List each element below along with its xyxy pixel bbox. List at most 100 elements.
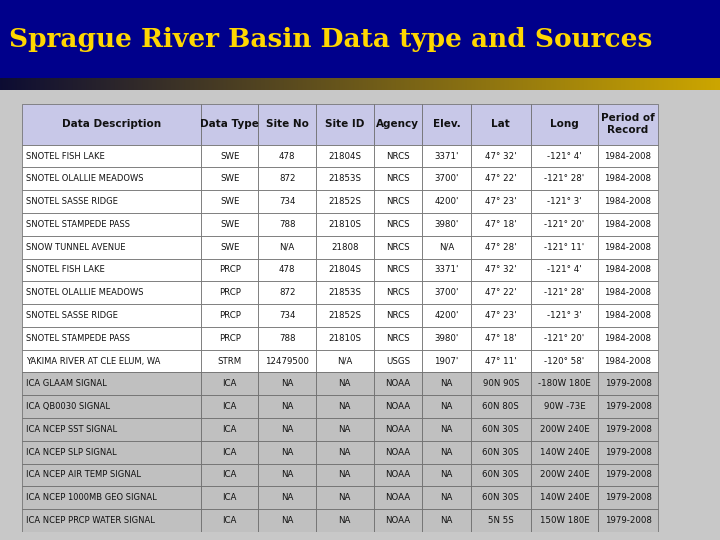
Text: NA: NA xyxy=(441,379,453,388)
Text: -121° 28': -121° 28' xyxy=(544,174,585,184)
Text: NOAA: NOAA xyxy=(385,379,410,388)
Bar xyxy=(316,281,374,304)
Bar xyxy=(531,441,598,463)
Text: NA: NA xyxy=(441,425,453,434)
Text: NA: NA xyxy=(338,425,351,434)
Bar xyxy=(22,167,201,190)
Bar xyxy=(422,373,471,395)
Bar xyxy=(374,350,422,373)
Text: NRCS: NRCS xyxy=(386,288,410,297)
Bar xyxy=(598,395,658,418)
Bar xyxy=(374,327,422,350)
Text: -121° 4': -121° 4' xyxy=(547,152,582,160)
Bar xyxy=(258,213,316,236)
Text: NA: NA xyxy=(281,425,294,434)
Bar xyxy=(201,104,258,145)
Bar xyxy=(201,350,258,373)
Text: 872: 872 xyxy=(279,288,295,297)
Bar xyxy=(531,304,598,327)
Bar xyxy=(316,104,374,145)
Bar xyxy=(471,167,531,190)
Bar xyxy=(201,418,258,441)
Bar xyxy=(201,236,258,259)
Bar xyxy=(258,418,316,441)
Text: Site No: Site No xyxy=(266,119,309,129)
Bar xyxy=(374,281,422,304)
Bar xyxy=(598,327,658,350)
Text: SNOTEL SASSE RIDGE: SNOTEL SASSE RIDGE xyxy=(27,311,118,320)
Text: 478: 478 xyxy=(279,266,295,274)
Bar xyxy=(471,304,531,327)
Bar xyxy=(598,463,658,487)
Text: 60N 80S: 60N 80S xyxy=(482,402,519,411)
Text: 3700': 3700' xyxy=(434,288,459,297)
Bar xyxy=(258,190,316,213)
Text: -121° 3': -121° 3' xyxy=(547,311,582,320)
Bar xyxy=(598,509,658,532)
Text: -180W 180E: -180W 180E xyxy=(538,379,591,388)
Bar xyxy=(316,145,374,167)
Bar xyxy=(201,259,258,281)
Bar xyxy=(531,281,598,304)
Text: Long: Long xyxy=(550,119,579,129)
Bar xyxy=(598,190,658,213)
Bar xyxy=(201,509,258,532)
Text: 90N 90S: 90N 90S xyxy=(482,379,519,388)
Bar xyxy=(598,304,658,327)
Bar xyxy=(598,213,658,236)
Text: 200W 240E: 200W 240E xyxy=(539,470,589,480)
Bar xyxy=(201,395,258,418)
Text: NRCS: NRCS xyxy=(386,220,410,229)
Bar xyxy=(201,281,258,304)
Text: ICA GLAAM SIGNAL: ICA GLAAM SIGNAL xyxy=(27,379,107,388)
Bar xyxy=(422,304,471,327)
Text: SNOTEL OLALLIE MEADOWS: SNOTEL OLALLIE MEADOWS xyxy=(27,174,144,184)
Text: 1984-2008: 1984-2008 xyxy=(605,152,652,160)
Bar xyxy=(471,145,531,167)
Text: ICA NCEP 1000MB GEO SIGNAL: ICA NCEP 1000MB GEO SIGNAL xyxy=(27,493,157,502)
Text: 47° 23': 47° 23' xyxy=(485,311,516,320)
Text: 60N 30S: 60N 30S xyxy=(482,425,519,434)
Bar xyxy=(258,373,316,395)
Bar xyxy=(422,418,471,441)
Text: NRCS: NRCS xyxy=(386,197,410,206)
Text: 47° 22': 47° 22' xyxy=(485,174,516,184)
Text: 150W 180E: 150W 180E xyxy=(539,516,589,525)
Bar xyxy=(201,441,258,463)
Bar xyxy=(258,281,316,304)
Text: 1979-2008: 1979-2008 xyxy=(605,448,652,457)
Bar xyxy=(22,509,201,532)
Text: 21804S: 21804S xyxy=(328,152,361,160)
Bar xyxy=(201,487,258,509)
Text: Elev.: Elev. xyxy=(433,119,461,129)
Text: NRCS: NRCS xyxy=(386,242,410,252)
Text: 1907': 1907' xyxy=(434,356,459,366)
Text: 47° 28': 47° 28' xyxy=(485,242,516,252)
Text: NA: NA xyxy=(281,470,294,480)
Text: 1979-2008: 1979-2008 xyxy=(605,493,652,502)
Bar xyxy=(374,395,422,418)
Text: 1984-2008: 1984-2008 xyxy=(605,220,652,229)
Bar xyxy=(598,418,658,441)
Bar xyxy=(22,327,201,350)
Text: SWE: SWE xyxy=(220,242,240,252)
Bar xyxy=(374,236,422,259)
Text: USGS: USGS xyxy=(386,356,410,366)
Text: 140W 240E: 140W 240E xyxy=(539,448,589,457)
Bar xyxy=(201,463,258,487)
Text: SNOTEL STAMPEDE PASS: SNOTEL STAMPEDE PASS xyxy=(27,220,130,229)
Bar xyxy=(201,167,258,190)
Bar xyxy=(598,104,658,145)
Bar xyxy=(471,509,531,532)
Bar xyxy=(316,236,374,259)
Text: 47° 11': 47° 11' xyxy=(485,356,516,366)
Bar xyxy=(22,441,201,463)
Text: ICA NCEP PRCP WATER SIGNAL: ICA NCEP PRCP WATER SIGNAL xyxy=(27,516,156,525)
Bar xyxy=(374,145,422,167)
Text: SNOTEL FISH LAKE: SNOTEL FISH LAKE xyxy=(27,152,105,160)
Bar xyxy=(22,463,201,487)
Text: NOAA: NOAA xyxy=(385,470,410,480)
Bar xyxy=(422,213,471,236)
Text: 21810S: 21810S xyxy=(328,220,361,229)
Bar xyxy=(22,418,201,441)
